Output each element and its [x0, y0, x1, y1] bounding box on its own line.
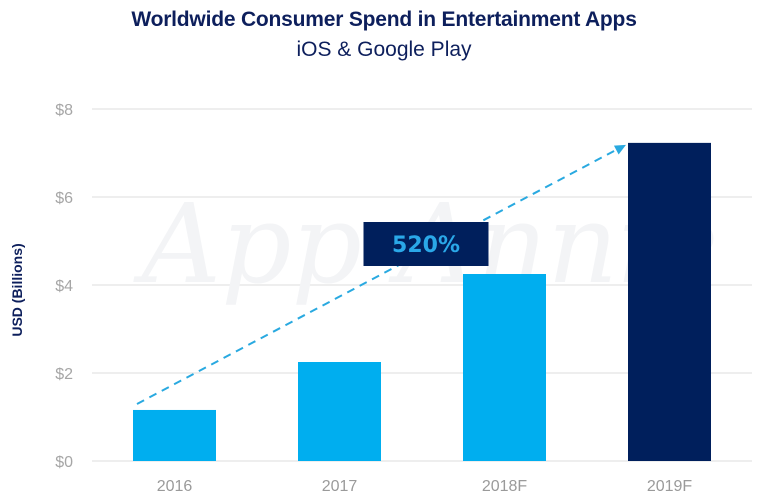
- y-tick-label: $4: [55, 278, 73, 295]
- bar-2017: [298, 362, 381, 461]
- growth-arrow-line: [136, 147, 619, 405]
- bars: [133, 142, 711, 461]
- bar-2018f: [463, 274, 546, 461]
- bar-2019f: [628, 142, 711, 461]
- y-tick-label: $0: [55, 454, 73, 471]
- x-tick-label: 2017: [322, 478, 358, 495]
- y-tick-label: $6: [55, 190, 73, 207]
- arrowhead-icon: [613, 144, 626, 155]
- x-tick-label: 2018F: [482, 478, 528, 495]
- bar-2016: [133, 409, 216, 461]
- chart-subtitle: iOS & Google Play: [296, 38, 472, 61]
- growth-label: 520%: [392, 233, 460, 258]
- x-tick-label: 2019F: [647, 478, 693, 495]
- x-tick-labels: 2016 2017 2018F 2019F: [157, 478, 693, 495]
- chart-title: Worldwide Consumer Spend in Entertainmen…: [131, 8, 637, 31]
- y-tick-labels: $0 $2 $4 $6 $8: [55, 102, 73, 471]
- growth-annotation: 520%: [136, 144, 626, 405]
- x-tick-label: 2016: [157, 478, 193, 495]
- growth-label-box: [363, 222, 489, 266]
- y-tick-label: $2: [55, 366, 73, 383]
- y-tick-label: $8: [55, 102, 73, 119]
